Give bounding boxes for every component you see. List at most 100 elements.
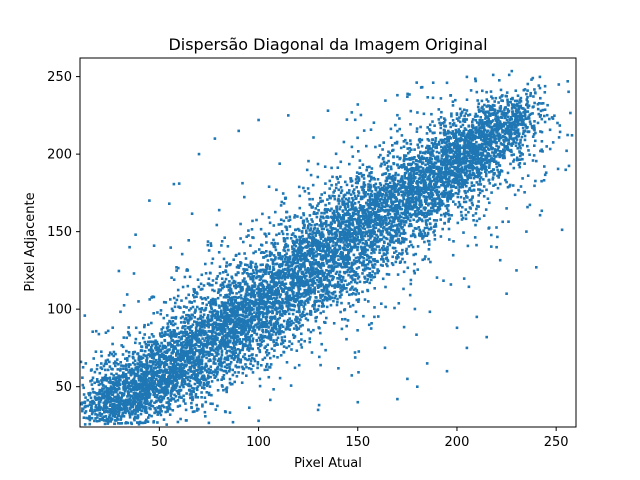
scatter-point (264, 345, 268, 348)
scatter-point (215, 277, 218, 281)
scatter-point (257, 309, 260, 313)
scatter-point (209, 335, 212, 338)
scatter-point (106, 368, 110, 372)
scatter-point (243, 269, 246, 272)
scatter-point (128, 411, 131, 415)
scatter-point (91, 387, 95, 391)
scatter-point (252, 277, 255, 281)
scatter-point (162, 369, 166, 373)
scatter-point (326, 228, 329, 231)
scatter-point (279, 354, 283, 357)
scatter-point (266, 297, 269, 301)
scatter-point (133, 415, 137, 419)
scatter-point (105, 406, 108, 409)
scatter-point (190, 336, 194, 340)
scatter-point (294, 318, 297, 321)
scatter-point (143, 408, 147, 411)
scatter-point (333, 220, 336, 223)
scatter-point (305, 217, 309, 221)
scatter-point (321, 249, 324, 253)
scatter-point (132, 396, 135, 400)
scatter-point (343, 255, 346, 258)
scatter-point (168, 372, 172, 376)
scatter-point (351, 285, 354, 289)
scatter-point (139, 401, 143, 404)
scatter-point (142, 388, 146, 392)
scatter-point (195, 322, 198, 325)
scatter-point (109, 420, 113, 423)
scatter-point (276, 242, 279, 245)
scatter-point (255, 308, 259, 312)
scatter-point (305, 278, 309, 282)
scatter-point (140, 363, 143, 367)
scatter-point (327, 248, 331, 252)
scatter-point (222, 285, 226, 289)
scatter-point (315, 230, 319, 233)
scatter-point (105, 419, 108, 423)
scatter-point (183, 359, 187, 362)
scatter-point (233, 284, 236, 288)
scatter-point (218, 306, 221, 309)
scatter-point (272, 300, 275, 304)
scatter-point (171, 389, 174, 393)
scatter-point (112, 387, 116, 391)
scatter-point (218, 332, 221, 335)
scatter-point (381, 246, 384, 250)
scatter-point (231, 373, 235, 377)
scatter-point (150, 404, 153, 408)
scatter-point (229, 288, 233, 291)
scatter-point (313, 223, 317, 227)
scatter-point (348, 244, 352, 247)
scatter-point (346, 245, 350, 248)
scatter-point (158, 344, 162, 348)
scatter-point (118, 391, 122, 394)
scatter-point (189, 370, 193, 373)
scatter-point (373, 258, 376, 261)
scatter-point (271, 333, 274, 336)
scatter-point (170, 376, 173, 379)
scatter-point (186, 354, 189, 357)
scatter-point (117, 409, 121, 412)
scatter-point (195, 386, 199, 390)
scatter-point (300, 332, 303, 336)
scatter-point (165, 423, 168, 426)
scatter-point (127, 354, 131, 358)
scatter-point (174, 322, 177, 326)
scatter-point (94, 417, 97, 420)
scatter-point (292, 280, 295, 284)
scatter-point (258, 384, 262, 388)
scatter-point (165, 401, 168, 404)
scatter-point (394, 250, 398, 253)
scatter-point (205, 364, 209, 368)
scatter-point (126, 330, 130, 334)
scatter-point (255, 339, 259, 343)
scatter-point (152, 352, 155, 355)
scatter-point (184, 333, 188, 336)
scatter-point (306, 318, 310, 322)
scatter-point (207, 367, 210, 371)
scatter-point (189, 307, 193, 310)
scatter-point (208, 310, 212, 314)
scatter-point (335, 303, 339, 307)
scatter-point (246, 293, 249, 297)
scatter-point (187, 358, 191, 361)
scatter-point (301, 312, 304, 316)
scatter-point (297, 281, 300, 284)
scatter-point (165, 356, 169, 360)
scatter-point (271, 306, 275, 309)
scatter-point (305, 274, 308, 278)
scatter-point (210, 340, 213, 344)
scatter-point (272, 224, 276, 227)
scatter-point (304, 299, 307, 303)
scatter-point (300, 249, 304, 252)
scatter-point (267, 297, 271, 301)
scatter-point (279, 313, 282, 317)
scatter-point (182, 305, 186, 308)
scatter-point (144, 386, 147, 389)
scatter-point (122, 364, 125, 368)
scatter-point (111, 411, 115, 414)
scatter-point (104, 414, 108, 418)
scatter-point (334, 294, 338, 298)
scatter-point (161, 370, 164, 374)
scatter-point (182, 355, 185, 358)
